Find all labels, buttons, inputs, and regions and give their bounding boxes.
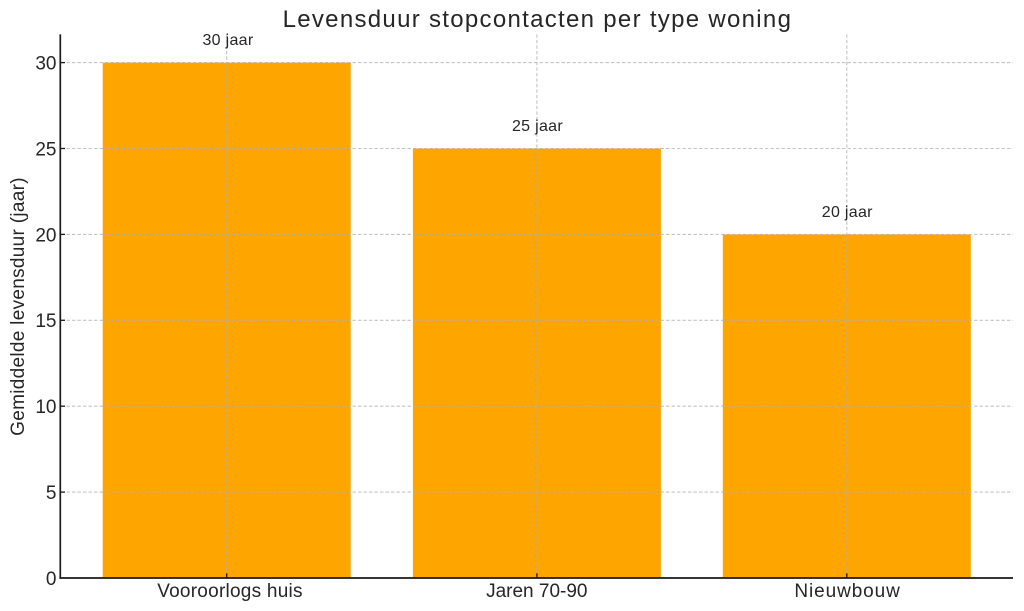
svg-text:Nieuwbouw: Nieuwbouw [794, 581, 900, 602]
svg-text:30: 30 [35, 54, 56, 75]
svg-text:5: 5 [46, 483, 57, 504]
svg-text:20: 20 [35, 225, 56, 246]
svg-text:25 jaar: 25 jaar [512, 118, 563, 135]
svg-text:0: 0 [46, 569, 57, 590]
svg-text:30 jaar: 30 jaar [202, 32, 253, 49]
svg-text:10: 10 [35, 397, 56, 418]
svg-text:20 jaar: 20 jaar [822, 204, 873, 221]
svg-text:Vooroorlogs huis: Vooroorlogs huis [157, 581, 303, 602]
svg-text:Gemiddelde levensduur (jaar): Gemiddelde levensduur (jaar) [8, 177, 29, 436]
svg-text:15: 15 [35, 311, 56, 332]
svg-text:Jaren 70-90: Jaren 70-90 [486, 581, 587, 602]
svg-text:25: 25 [35, 139, 56, 160]
svg-text:Levensduur stopcontacten per t: Levensduur stopcontacten per type woning [283, 6, 793, 33]
